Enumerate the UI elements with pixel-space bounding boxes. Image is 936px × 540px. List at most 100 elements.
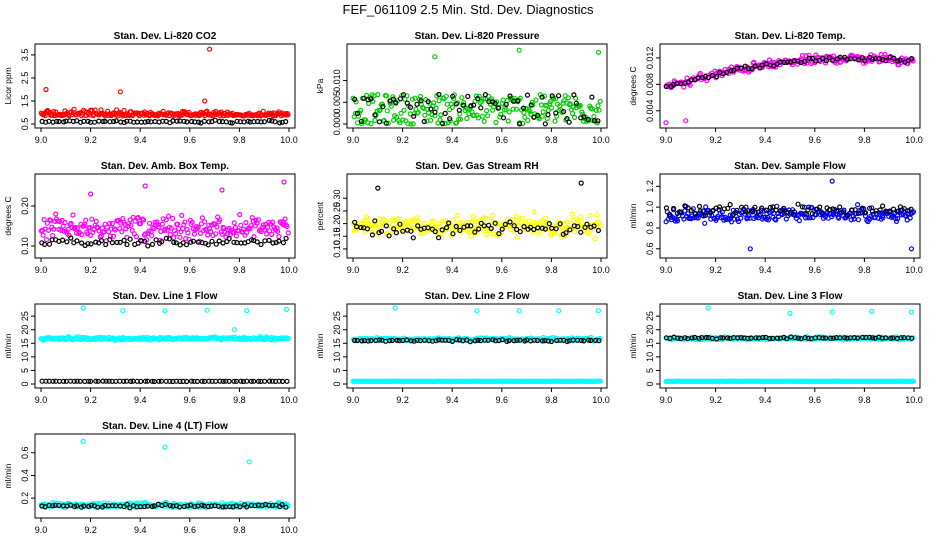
- x-tick-label: 9.8: [233, 525, 246, 535]
- data-point: [283, 118, 289, 125]
- data-point: [177, 378, 183, 384]
- data-point: [561, 98, 567, 104]
- data-point: [181, 118, 187, 124]
- data-point: [436, 235, 442, 241]
- data-point: [104, 224, 110, 230]
- data-point: [763, 207, 769, 213]
- data-point: [837, 335, 843, 341]
- data-point: [773, 207, 779, 213]
- data-point: [133, 234, 139, 240]
- data-point: [238, 222, 244, 228]
- data-point: [147, 220, 153, 226]
- data-point: [536, 231, 542, 237]
- data-point: [580, 111, 586, 117]
- data-point: [908, 206, 914, 212]
- x-tick-label: 9.0: [660, 265, 673, 275]
- y-tick-label: 0.005: [332, 91, 342, 114]
- x-tick-label: 9.4: [759, 395, 772, 405]
- data-point: [571, 114, 578, 121]
- data-point: [663, 83, 669, 90]
- data-point: [372, 218, 378, 224]
- data-point: [479, 113, 486, 119]
- x-tick-label: 9.8: [858, 135, 871, 145]
- panel-title: Stan. Dev. Amb. Box Temp.: [101, 161, 229, 172]
- data-point: [358, 118, 364, 125]
- data-point: [234, 118, 240, 124]
- data-point: [539, 225, 545, 231]
- data-point: [670, 205, 677, 212]
- data-point: [836, 215, 842, 221]
- data-point: [142, 231, 148, 237]
- data-point: [597, 98, 603, 104]
- data-point: [185, 503, 191, 509]
- data-point: [88, 502, 94, 508]
- data-point: [564, 219, 570, 225]
- data-point: [577, 102, 583, 109]
- plot-frame: [34, 303, 296, 389]
- data-point: [60, 378, 67, 384]
- data-point: [276, 378, 282, 384]
- data-point: [174, 118, 180, 124]
- y-tick-label: 0.010: [332, 69, 342, 92]
- x-tick-label: 10.0: [592, 395, 610, 405]
- data-point: [255, 217, 261, 223]
- x-tick-label: 9.2: [84, 395, 97, 405]
- data-point: [145, 243, 151, 249]
- data-point: [851, 335, 858, 341]
- x-tick-label: 9.0: [347, 395, 360, 405]
- data-point: [476, 226, 482, 232]
- data-point: [244, 504, 250, 510]
- data-point: [585, 337, 592, 343]
- data-point: [117, 239, 123, 245]
- data-point: [699, 335, 705, 341]
- data-point: [189, 219, 195, 225]
- data-point: [85, 241, 91, 247]
- data-point: [149, 241, 156, 247]
- data-point: [439, 227, 445, 233]
- data-point: [471, 102, 477, 108]
- data-point: [542, 121, 548, 127]
- outlier-point: [595, 49, 602, 55]
- panel-title: Stan. Dev. Li-820 CO2: [114, 31, 217, 42]
- y-tick-label: 15: [645, 338, 655, 348]
- data-point: [731, 216, 738, 222]
- data-point: [149, 378, 155, 384]
- data-point: [74, 225, 80, 231]
- data-point: [397, 96, 403, 102]
- data-point: [682, 335, 688, 341]
- data-point: [43, 237, 50, 243]
- data-point: [688, 207, 695, 214]
- data-point: [571, 229, 578, 235]
- data-point: [433, 338, 439, 344]
- data-point: [442, 110, 448, 117]
- data-point: [376, 230, 382, 236]
- x-tick-label: 10.0: [592, 135, 610, 145]
- data-point: [410, 235, 416, 241]
- data-point: [507, 93, 513, 99]
- data-point: [450, 93, 456, 99]
- data-point: [51, 226, 57, 232]
- data-point: [467, 229, 473, 235]
- data-point: [188, 239, 194, 245]
- data-point: [791, 209, 798, 215]
- data-point: [191, 231, 197, 237]
- data-point: [529, 99, 535, 106]
- data-point: [817, 204, 823, 210]
- data-point: [167, 378, 173, 384]
- data-point: [206, 378, 212, 384]
- y-axis-label: ml/min: [315, 333, 325, 358]
- data-point: [217, 378, 223, 384]
- data-point: [438, 112, 444, 118]
- data-point: [908, 55, 915, 62]
- data-point: [727, 202, 733, 208]
- data-point: [408, 121, 414, 127]
- data-point: [745, 208, 751, 214]
- data-point: [514, 235, 521, 241]
- outlier-point: [829, 309, 835, 315]
- data-point: [197, 230, 204, 236]
- data-point: [226, 378, 232, 384]
- data-point: [440, 218, 446, 224]
- data-point: [113, 107, 120, 113]
- data-point: [95, 504, 101, 510]
- data-point: [702, 212, 708, 218]
